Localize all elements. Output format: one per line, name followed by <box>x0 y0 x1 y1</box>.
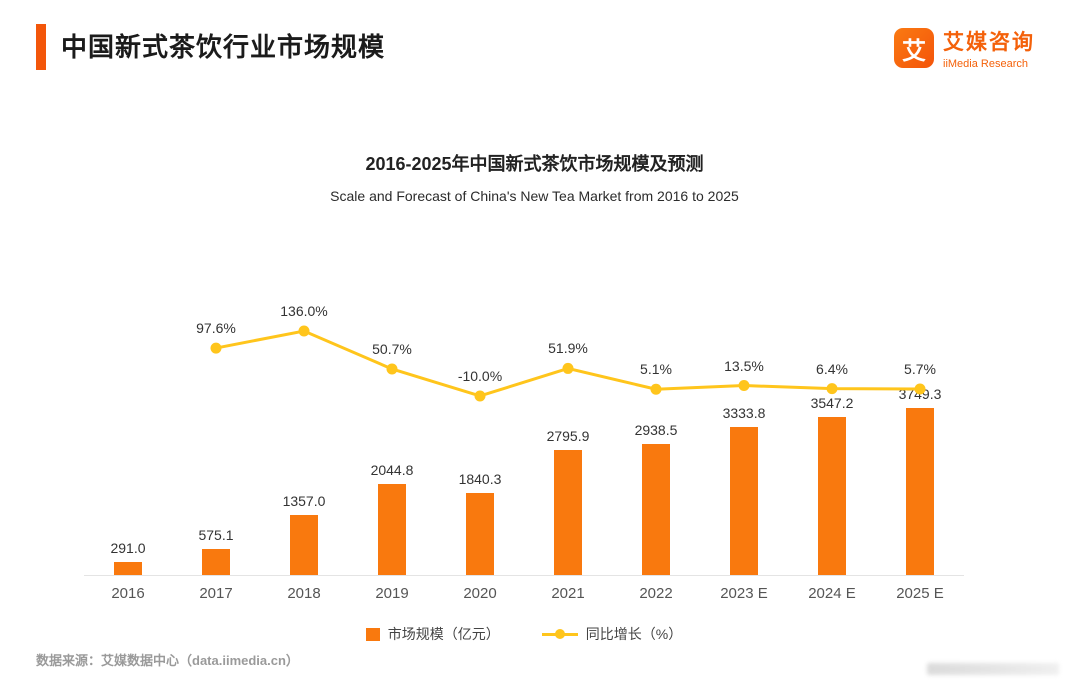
growth-point <box>298 325 310 337</box>
growth-point <box>826 383 838 395</box>
legend-item-growth: 同比增长（%） <box>541 624 683 644</box>
bottom-right-watermark <box>927 663 1059 675</box>
bar-2021 <box>554 450 582 575</box>
line-swatch-dot <box>554 629 565 639</box>
x-axis-label: 2022 <box>639 585 673 602</box>
growth-value-label: 6.4% <box>816 360 848 377</box>
bar-value-label: 2044.8 <box>370 462 414 478</box>
bar-value-label: 2938.5 <box>634 422 678 438</box>
x-axis: 2016 2017 2018 2019 2020 2021 2022 2023 E 2024 E… <box>84 585 964 602</box>
growth-value-label: 97.6% <box>196 320 236 337</box>
iimedia-logo: 艾 艾媒咨询 iiMedia Research <box>894 26 1035 70</box>
bar-swatch-icon <box>365 627 380 641</box>
growth-point <box>650 383 662 395</box>
growth-value-label: -10.0% <box>457 367 503 384</box>
line-swatch-icon <box>541 627 578 641</box>
bar-2023E <box>730 427 758 575</box>
growth-point <box>914 383 926 395</box>
x-axis-label: 2019 <box>375 585 409 602</box>
bar-2019 <box>378 484 406 575</box>
growth-point <box>738 380 750 392</box>
bar-value-label: 1357.0 <box>282 493 326 509</box>
legend-label-market-size: 市场规模（亿元） <box>387 626 500 642</box>
growth-value-label: 51.9% <box>548 340 588 357</box>
chart-legend: 市场规模（亿元） 同比增长（%） <box>84 624 964 644</box>
bar-value-label: 291.0 <box>110 540 146 556</box>
bar-2025E <box>906 408 934 575</box>
page-title: 中国新式茶饮行业市场规模 <box>61 32 386 62</box>
growth-value-label: 50.7% <box>372 340 412 357</box>
bar-2016 <box>114 562 142 575</box>
header: 中国新式茶饮行业市场规模 艾 艾媒咨询 iiMedia Research <box>0 0 1069 70</box>
logo-name-en: iiMedia Research <box>943 58 1028 70</box>
growth-point <box>562 362 574 374</box>
bar-2018 <box>290 515 318 575</box>
growth-value-label: 136.0% <box>280 303 328 319</box>
growth-value-label: 5.1% <box>640 361 672 378</box>
bar-value-label: 3547.2 <box>810 395 854 411</box>
logo-name-cn: 艾媒咨询 <box>943 31 1035 54</box>
x-axis-label: 2025 E <box>896 585 944 602</box>
growth-value-label: 5.7% <box>904 360 936 377</box>
x-axis-label: 2016 <box>111 585 145 602</box>
x-axis-label: 2021 <box>551 585 585 602</box>
bar-value-label: 1840.3 <box>458 471 502 487</box>
bar-2024E <box>818 417 846 575</box>
data-source: 数据来源：艾媒数据中心（data.iimedia.cn） <box>36 653 299 668</box>
x-axis-label: 2023 E <box>720 585 768 602</box>
growth-line <box>210 325 926 402</box>
title-accent-bar <box>36 24 46 70</box>
chart-canvas: 291.0 575.1 1357.0 2044.8 1840.3 2795.9 2938.5… <box>84 266 964 576</box>
growth-value-label: 13.5% <box>724 357 764 374</box>
chart-subtitle: Scale and Forecast of China's New Tea Ma… <box>330 188 739 204</box>
legend-item-market-size: 市场规模（亿元） <box>365 624 500 644</box>
iimedia-logo-icon: 艾 <box>894 28 934 68</box>
bar-2022 <box>642 444 670 575</box>
x-axis-label: 2017 <box>199 585 233 602</box>
chart-title: 2016-2025年中国新式茶饮市场规模及预测 <box>365 154 704 174</box>
bar-value-label: 2795.9 <box>546 428 590 444</box>
growth-point <box>210 342 222 354</box>
growth-point <box>474 390 486 402</box>
bar-value-label: 3333.8 <box>722 405 766 421</box>
growth-point <box>386 363 398 375</box>
x-axis-label: 2020 <box>463 585 497 602</box>
logo-text: 艾媒咨询 iiMedia Research <box>943 26 1035 70</box>
bar-2017 <box>202 549 230 575</box>
x-axis-label: 2024 E <box>808 585 856 602</box>
legend-label-growth: 同比增长（%） <box>585 626 683 642</box>
x-axis-label: 2018 <box>287 585 321 602</box>
bar-value-label: 575.1 <box>198 527 234 543</box>
bar-2020 <box>466 493 494 575</box>
chart-section: 2016-2025年中国新式茶饮市场规模及预测 Scale and Foreca… <box>0 150 1069 644</box>
